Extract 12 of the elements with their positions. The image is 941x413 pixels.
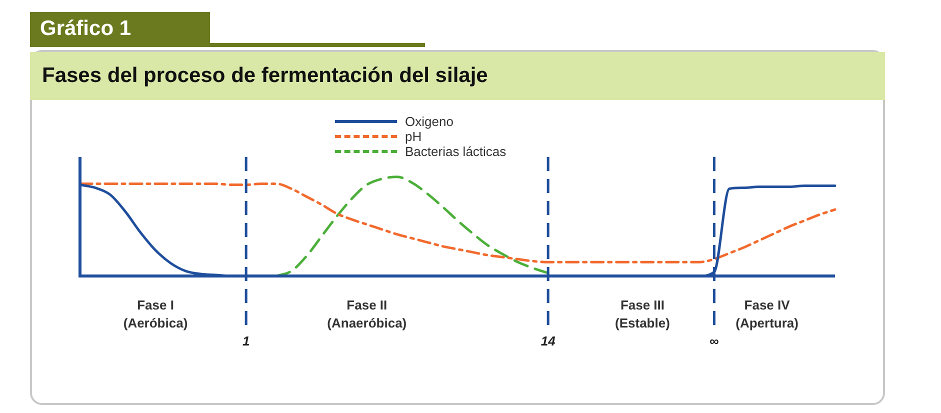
text: Fase II (Anaeróbica) <box>327 298 407 331</box>
x-tick-label: 1 <box>242 333 250 348</box>
legend-label: pH <box>404 129 423 144</box>
legend-label: Bacterias lácticas <box>404 144 506 159</box>
text: Fase I (Aeróbica) <box>123 298 188 331</box>
text: Gráfico 1 <box>30 12 210 45</box>
text: Fase IV (Apertura) <box>736 298 798 331</box>
x-tick-label: ∞ <box>710 333 719 348</box>
text: Fase III (Estable) <box>615 298 670 331</box>
x-tick-label: 14 <box>540 333 556 348</box>
legend-label: Oxigeno <box>404 114 454 129</box>
chart-title: Fases del proceso de fermentación del silaje <box>30 52 885 100</box>
